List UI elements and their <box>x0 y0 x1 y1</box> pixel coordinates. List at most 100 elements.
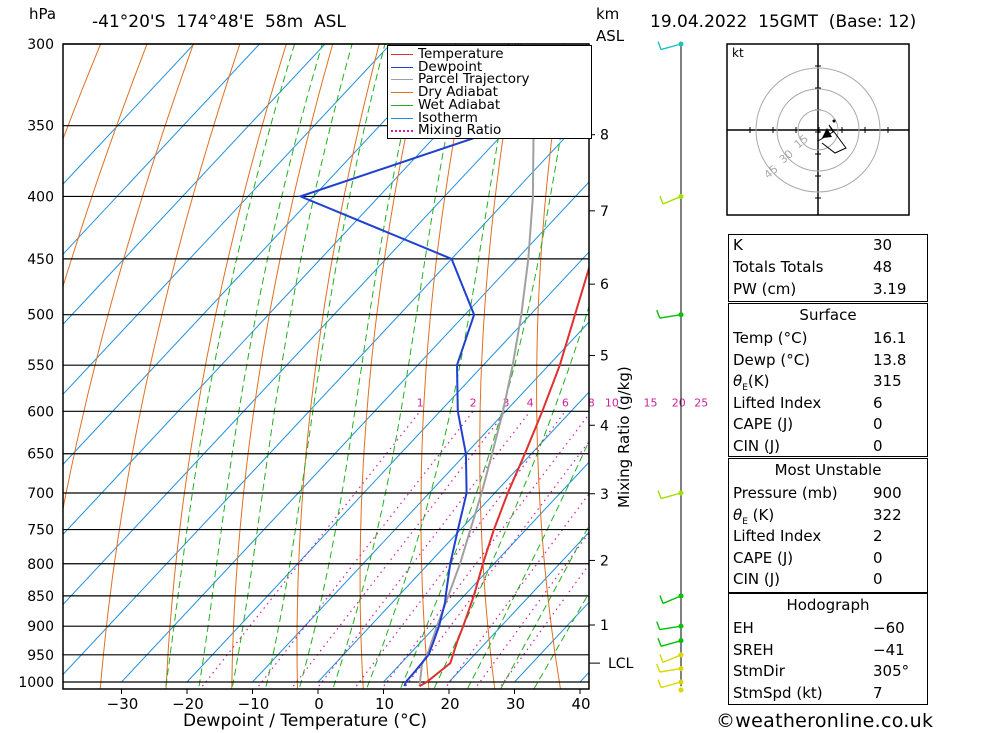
legend-label: Isotherm <box>418 109 478 126</box>
surface-label: CIN (J) <box>733 437 781 455</box>
height-tick-label: 7 <box>600 204 609 220</box>
mixing-ratio-line <box>474 532 589 689</box>
pw-value: 3.19 <box>873 280 907 298</box>
isotherm-line <box>63 44 261 255</box>
wind-barb-staff <box>662 195 682 205</box>
dry-adiabat-line <box>645 7 697 708</box>
surface-row: Temp (°C) 16.1 <box>729 328 927 349</box>
most-unstable-row: Pressure (mb) 900 <box>729 483 927 504</box>
wet-adiabat-line <box>298 44 423 689</box>
wind-barb-flag <box>657 41 662 50</box>
isotherm-line <box>252 321 589 683</box>
hodograph-table-value: 7 <box>873 683 883 702</box>
mixing-ratio-label: 4 <box>527 396 534 409</box>
surface-label: Temp (°C) <box>733 329 808 347</box>
hodograph-table-value: 305° <box>873 662 910 681</box>
hodograph-table-title: Hodograph <box>786 596 870 614</box>
totals-label: Totals Totals <box>733 258 824 276</box>
hodograph-table-label: StmSpd (kt) <box>733 683 823 702</box>
wind-barb-flag <box>659 595 664 604</box>
legend-swatch <box>391 117 413 119</box>
surface-row: θE(K) 315 <box>729 371 927 393</box>
surface-label: Lifted Index <box>733 393 822 412</box>
legend-swatch <box>391 79 413 81</box>
height-tick-label: 8 <box>600 128 609 144</box>
hpa-unit-label: hPa <box>29 5 57 23</box>
most-unstable-table: Most Unstable Pressure (mb) 900 θE (K) 322 Li… <box>728 458 928 593</box>
x-tick-label: 20 <box>440 695 459 713</box>
dry-adiabat-line <box>479 44 520 689</box>
wind-barb-flag <box>656 621 661 630</box>
hodograph-table-row: StmDir 305° <box>729 661 927 682</box>
pressure-tick-label: 300 <box>27 37 54 53</box>
most-unstable-row: θE (K) 322 <box>729 505 927 527</box>
chart-legend: Temperature Dewpoint Parcel Trajectory Dry … <box>387 45 592 139</box>
pressure-tick-label: 600 <box>27 404 54 420</box>
mixing-ratio-label: 2 <box>470 396 477 409</box>
height-tick-label: 6 <box>600 277 609 293</box>
hodograph-table-row: StmSpd (kt) 7 <box>729 683 927 704</box>
most-unstable-value: 2 <box>873 527 883 546</box>
pressure-tick-label: 350 <box>27 119 54 135</box>
legend-label: Mixing Ratio <box>418 122 502 139</box>
x-tick-label: 30 <box>506 695 525 713</box>
wind-barb-flag <box>656 309 661 319</box>
wind-barb-staff <box>662 595 682 605</box>
location-title: -41°20'S 174°48'E 58m ASL <box>92 12 346 32</box>
dry-adiabat-line <box>359 44 427 689</box>
dry-adiabat-line <box>63 44 148 289</box>
wet-adiabat-line <box>500 524 589 689</box>
wind-barb-flag <box>657 679 662 688</box>
surface-label: Dewp (°C) <box>733 350 811 369</box>
km-unit-label: km <box>596 5 620 23</box>
x-axis-title: Dewpoint / Temperature (°C) <box>183 711 427 731</box>
mixing-ratio-label: 25 <box>694 396 708 409</box>
wind-barb-staff <box>662 654 682 664</box>
surface-row: Dewp (°C) 13.8 <box>729 350 927 371</box>
mixing-ratio-line <box>315 410 531 689</box>
most-unstable-label: θE (K) <box>733 505 775 527</box>
height-tick-label: 5 <box>600 348 609 364</box>
mixing-ratio-line <box>353 410 566 689</box>
wet-adiabat-line <box>332 44 466 689</box>
isotherm-line <box>63 44 195 185</box>
mixing-ratio-label: 15 <box>643 396 657 409</box>
most-unstable-value: 322 <box>873 505 902 524</box>
hodograph-table-value: −41 <box>873 640 905 659</box>
k-index-value: 30 <box>873 236 893 254</box>
mixing-ratio-label: 1 <box>417 396 424 409</box>
k-index-label: K <box>733 236 743 254</box>
indices-table: K 30 Totals Totals 48 PW (cm) 3.19 <box>728 234 928 302</box>
most-unstable-row: CIN (J) 0 <box>729 569 927 590</box>
surface-label: CAPE (J) <box>733 415 794 434</box>
surface-row: CAPE (J) 0 <box>729 414 927 435</box>
wet-adiabat-line <box>366 44 517 689</box>
most-unstable-value: 0 <box>873 570 883 589</box>
dry-adiabat-line <box>935 7 1000 708</box>
pressure-tick-label: 650 <box>27 447 54 463</box>
isotherm-line <box>317 391 589 683</box>
hodograph-table-row: EH −60 <box>729 618 927 639</box>
most-unstable-row: CAPE (J) 0 <box>729 548 927 569</box>
mixing-ratio-label: 3 <box>502 396 509 409</box>
temperature-profile <box>418 264 589 688</box>
dry-adiabat-line <box>420 44 473 689</box>
wind-barb-staff <box>659 667 682 673</box>
wet-adiabat-line <box>165 44 296 689</box>
dewpoint-profile <box>297 44 512 687</box>
wet-adiabat-line <box>399 44 578 689</box>
legend-swatch <box>391 130 413 133</box>
dry-adiabat-line <box>536 44 566 689</box>
x-tick-label: 0 <box>314 695 324 713</box>
hodograph-table-row: SREH −41 <box>729 640 927 661</box>
pressure-tick-label: 1000 <box>18 675 54 691</box>
x-tick-label: −10 <box>238 695 270 713</box>
isotherm-line <box>383 461 589 683</box>
legend-swatch <box>391 104 413 106</box>
most-unstable-label: Pressure (mb) <box>733 484 838 502</box>
pressure-tick-label: 900 <box>27 619 54 635</box>
wind-barb-flag <box>656 663 661 673</box>
plot-frame <box>62 43 590 690</box>
x-tick-label: −20 <box>172 695 204 713</box>
dry-adiabat-line <box>99 44 241 689</box>
